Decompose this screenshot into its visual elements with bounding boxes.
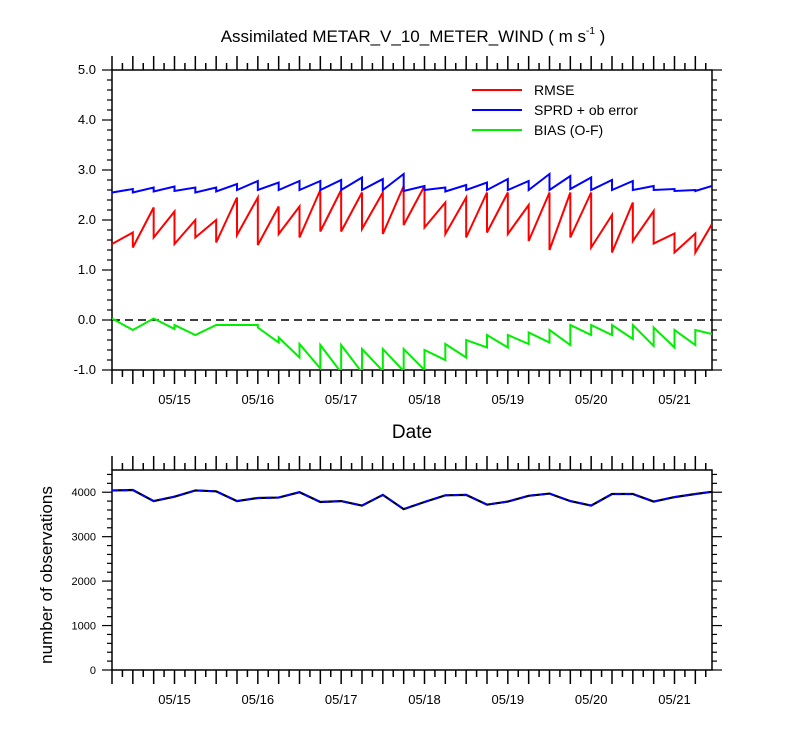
legend: RMSE SPRD + ob error BIAS (O-F) <box>472 82 638 138</box>
x-tick-label: 05/20 <box>575 692 608 707</box>
top-panel: -1.00.01.02.03.04.05.0 05/15 05/16 05/17 05… <box>74 56 722 443</box>
x-tick-label: 05/15 <box>158 692 191 707</box>
y-tick-label: 4.0 <box>78 112 96 127</box>
y-tick-label: 3.0 <box>78 162 96 177</box>
top-ticks <box>102 56 722 384</box>
x-tick-label: 05/17 <box>325 692 358 707</box>
y-tick-label: 1000 <box>72 621 96 633</box>
x-tick-label: 05/18 <box>408 692 441 707</box>
x-tick-label: 05/17 <box>325 392 358 407</box>
x-tick-label: 05/16 <box>242 392 275 407</box>
bottom-ticks <box>102 456 722 684</box>
legend-label: BIAS (O-F) <box>534 122 603 138</box>
legend-label: RMSE <box>534 82 574 98</box>
x-axis-label: Date <box>392 422 432 443</box>
y-tick-label: 4000 <box>72 487 96 499</box>
y-tick-label: 5.0 <box>78 62 96 77</box>
bottom-series <box>112 488 712 511</box>
x-tick-label: 05/21 <box>658 692 691 707</box>
y-axis-label-observations: number of observations <box>37 486 56 664</box>
chart-title-superscript: -1 <box>586 26 595 37</box>
y-tick-label: 1.0 <box>78 262 96 277</box>
series-line-number-of-observations-possible <box>112 488 712 511</box>
x-tick-label: 05/18 <box>408 392 441 407</box>
x-tick-label: 05/19 <box>492 692 525 707</box>
x-tick-label: 05/19 <box>492 392 525 407</box>
bottom-x-tick-labels: 05/15 05/16 05/17 05/18 05/19 05/20 05/21 <box>158 692 691 707</box>
chart-title: Assimilated METAR_V_10_METER_WIND ( m s-… <box>221 26 606 46</box>
chart-title-main: Assimilated METAR_V_10_METER_WIND ( m s <box>221 27 586 46</box>
y-tick-label: -1.0 <box>74 362 96 377</box>
series-line-sprd-ob-error <box>112 171 712 194</box>
legend-label: SPRD + ob error <box>534 102 638 118</box>
y-tick-label: 0 <box>90 665 96 677</box>
series-line-number-of-observations-used <box>112 488 712 511</box>
y-tick-label: 2000 <box>72 576 96 588</box>
top-x-tick-labels: 05/15 05/16 05/17 05/18 05/19 05/20 05/21 <box>158 392 691 407</box>
top-series <box>112 171 712 370</box>
bottom-plot-frame <box>111 469 713 671</box>
series-line-bias-o-f <box>112 317 712 370</box>
x-tick-label: 05/16 <box>242 692 275 707</box>
x-tick-label: 05/15 <box>158 392 191 407</box>
series-line-rmse <box>112 185 712 257</box>
x-tick-label: 05/20 <box>575 392 608 407</box>
chart-title-end: ) <box>595 27 605 46</box>
y-tick-label: 2.0 <box>78 212 96 227</box>
bottom-y-tick-labels: 0 1000 2000 3000 4000 <box>72 487 96 677</box>
y-tick-label: 3000 <box>72 532 96 544</box>
x-tick-label: 05/21 <box>658 392 691 407</box>
y-tick-label: 0.0 <box>78 312 96 327</box>
top-y-tick-labels: -1.0 0.0 1.0 2.0 3.0 4.0 5.0 <box>74 62 96 377</box>
